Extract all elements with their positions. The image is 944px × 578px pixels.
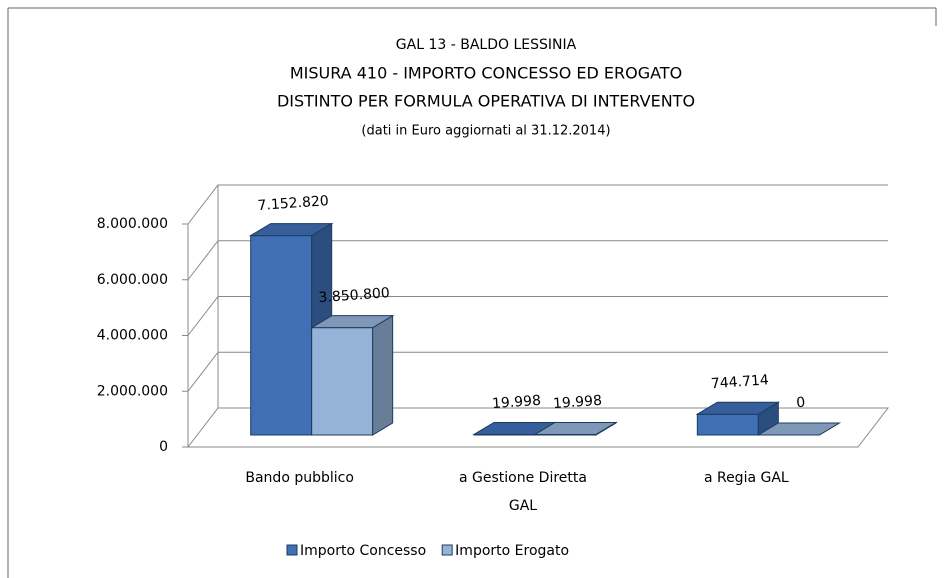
bar-front	[311, 327, 374, 436]
grid-line	[187, 351, 888, 392]
legend-swatch	[441, 544, 453, 556]
floor	[186, 407, 890, 448]
legend-swatch	[286, 544, 298, 556]
x-tick-label-box: a Gestione Diretta GAL	[459, 470, 587, 514]
chart-title: GAL 13 - BALDO LESSINIA	[396, 37, 577, 53]
bar-top	[533, 421, 618, 435]
bar-top	[248, 223, 334, 237]
bar-front	[696, 413, 759, 436]
legend-label: Importo Erogato	[455, 543, 569, 559]
bar-top	[309, 315, 395, 329]
bar-front	[250, 235, 313, 436]
legend-label: Importo Concesso	[300, 543, 426, 559]
x-tick-label: a Regia GAL	[703, 470, 789, 486]
chart-title: MISURA 410 - IMPORTO CONCESSO ED EROGATO	[290, 64, 682, 83]
data-label: 744.714	[710, 372, 769, 392]
grid-line	[187, 296, 888, 336]
y-tick-label: 4.000.000	[97, 328, 168, 344]
chart-subtitle: (dati in Euro aggiornati al 31.12.2014)	[361, 124, 610, 139]
y-tick-label: 8.000.000	[97, 216, 168, 232]
bar-top	[756, 422, 842, 436]
grid-line	[187, 240, 888, 281]
bar-top	[695, 401, 781, 415]
data-label: 7.152.820	[257, 193, 329, 214]
grid-line	[187, 184, 888, 225]
bar-side	[372, 314, 394, 436]
y-tick-label: 0	[159, 439, 168, 455]
data-label: 0	[796, 395, 806, 412]
x-tick-label: a Gestione Diretta GAL	[459, 470, 587, 514]
data-label: 19.998	[492, 393, 542, 412]
x-tick-label: Bando pubblico	[245, 470, 354, 486]
data-label: 3.850.800	[318, 285, 390, 306]
y-tick-label: 6.000.000	[97, 272, 168, 288]
x-tick-label-box: a Regia GAL	[703, 470, 789, 486]
x-tick-label-box: Bando pubblico	[245, 470, 354, 486]
y-tick-label: 2.000.000	[97, 383, 168, 399]
chart-title: DISTINTO PER FORMULA OPERATIVA DI INTERV…	[277, 92, 695, 111]
data-label: 19.998	[553, 393, 603, 412]
